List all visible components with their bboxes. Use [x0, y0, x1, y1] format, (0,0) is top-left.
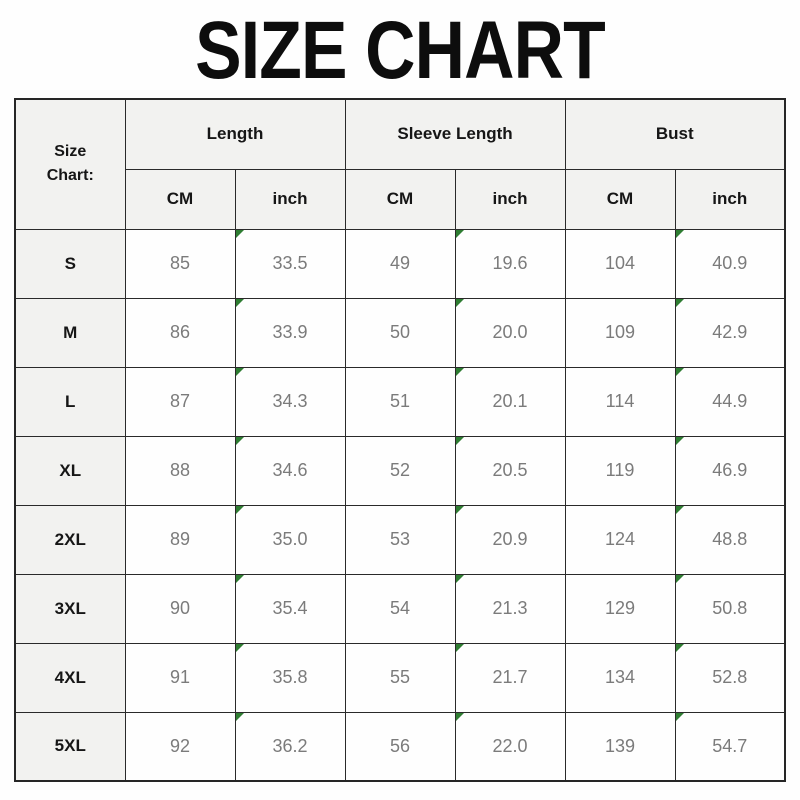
inch-value-cell: 33.5 [234, 228, 346, 299]
inch-value-cell: 35.0 [234, 504, 346, 575]
unit-header-row: CM inch CM inch CM inch [15, 168, 786, 230]
unit-header-length-cm: CM [124, 168, 236, 230]
inch-value-cell: 40.9 [674, 228, 786, 299]
cm-value-cell: 88 [124, 435, 236, 506]
cm-value-cell: 56 [344, 711, 456, 782]
group-header-sleeve-length: Sleeve Length [344, 98, 566, 170]
cm-value-cell: 109 [564, 297, 676, 368]
inch-value-cell: 42.9 [674, 297, 786, 368]
size-label: 5XL [14, 711, 126, 782]
table-row: M 86 33.9 50 20.0 109 42.9 [14, 297, 786, 368]
cm-value-cell: 53 [344, 504, 456, 575]
inch-value-cell: 34.6 [234, 435, 346, 506]
unit-header-sleeve-cm: CM [344, 168, 456, 230]
cm-value-cell: 51 [344, 366, 456, 437]
table-row: 2XL 89 35.0 53 20.9 124 48.8 [14, 504, 786, 575]
group-header-length: Length [124, 98, 346, 170]
table-header: Size Chart: Length Sleeve Length Bust CM… [14, 98, 786, 230]
inch-value-cell: 20.1 [454, 366, 566, 437]
group-header-bust: Bust [564, 98, 786, 170]
size-label: 3XL [14, 573, 126, 644]
cm-value-cell: 90 [124, 573, 236, 644]
cm-value-cell: 85 [124, 228, 236, 299]
table-row: 4XL 91 35.8 55 21.7 134 52.8 [14, 642, 786, 713]
corner-header-line1: Size [54, 143, 87, 161]
cm-value-cell: 86 [124, 297, 236, 368]
unit-header-bust-inch: inch [674, 168, 786, 230]
inch-value-cell: 46.9 [674, 435, 786, 506]
inch-value-cell: 50.8 [674, 573, 786, 644]
inch-value-cell: 21.7 [454, 642, 566, 713]
inch-value-cell: 54.7 [674, 711, 786, 782]
size-label: L [14, 366, 126, 437]
unit-header-bust-cm: CM [564, 168, 676, 230]
table-row: L 87 34.3 51 20.1 114 44.9 [14, 366, 786, 437]
cm-value-cell: 139 [564, 711, 676, 782]
table-row: 5XL 92 36.2 56 22.0 139 54.7 [14, 711, 786, 782]
cm-value-cell: 89 [124, 504, 236, 575]
inch-value-cell: 36.2 [234, 711, 346, 782]
table-body: S 85 33.5 49 19.6 104 40.9 M 86 33.9 50 20.0 109 42.9… [14, 228, 786, 782]
cm-value-cell: 129 [564, 573, 676, 644]
cm-value-cell: 49 [344, 228, 456, 299]
inch-value-cell: 19.6 [454, 228, 566, 299]
inch-value-cell: 20.5 [454, 435, 566, 506]
group-header-row: Size Chart: Length Sleeve Length Bust [14, 98, 786, 230]
cm-value-cell: 54 [344, 573, 456, 644]
inch-value-cell: 20.9 [454, 504, 566, 575]
table-row: S 85 33.5 49 19.6 104 40.9 [14, 228, 786, 299]
cm-value-cell: 52 [344, 435, 456, 506]
cm-value-cell: 92 [124, 711, 236, 782]
inch-value-cell: 48.8 [674, 504, 786, 575]
cm-value-cell: 119 [564, 435, 676, 506]
inch-value-cell: 52.8 [674, 642, 786, 713]
table-row: 3XL 90 35.4 54 21.3 129 50.8 [14, 573, 786, 644]
inch-value-cell: 22.0 [454, 711, 566, 782]
size-label: S [14, 228, 126, 299]
inch-value-cell: 35.4 [234, 573, 346, 644]
inch-value-cell: 21.3 [454, 573, 566, 644]
size-chart-table: Size Chart: Length Sleeve Length Bust CM… [14, 98, 787, 782]
cm-value-cell: 55 [344, 642, 456, 713]
size-label: 4XL [14, 642, 126, 713]
unit-header-sleeve-inch: inch [454, 168, 566, 230]
cm-value-cell: 134 [564, 642, 676, 713]
unit-header-length-inch: inch [234, 168, 346, 230]
inch-value-cell: 33.9 [234, 297, 346, 368]
inch-value-cell: 34.3 [234, 366, 346, 437]
cm-value-cell: 91 [124, 642, 236, 713]
size-label: 2XL [14, 504, 126, 575]
cm-value-cell: 50 [344, 297, 456, 368]
inch-value-cell: 35.8 [234, 642, 346, 713]
cm-value-cell: 104 [564, 228, 676, 299]
size-label: M [14, 297, 126, 368]
inch-value-cell: 20.0 [454, 297, 566, 368]
corner-header-line2: Chart: [46, 167, 94, 185]
cm-value-cell: 87 [124, 366, 236, 437]
cm-value-cell: 124 [564, 504, 676, 575]
corner-header-size-chart: Size Chart: [14, 98, 126, 230]
table-row: XL 88 34.6 52 20.5 119 46.9 [14, 435, 786, 506]
cm-value-cell: 114 [564, 366, 676, 437]
size-label: XL [14, 435, 126, 506]
page-title: SIZE CHART [195, 5, 606, 96]
inch-value-cell: 44.9 [674, 366, 786, 437]
